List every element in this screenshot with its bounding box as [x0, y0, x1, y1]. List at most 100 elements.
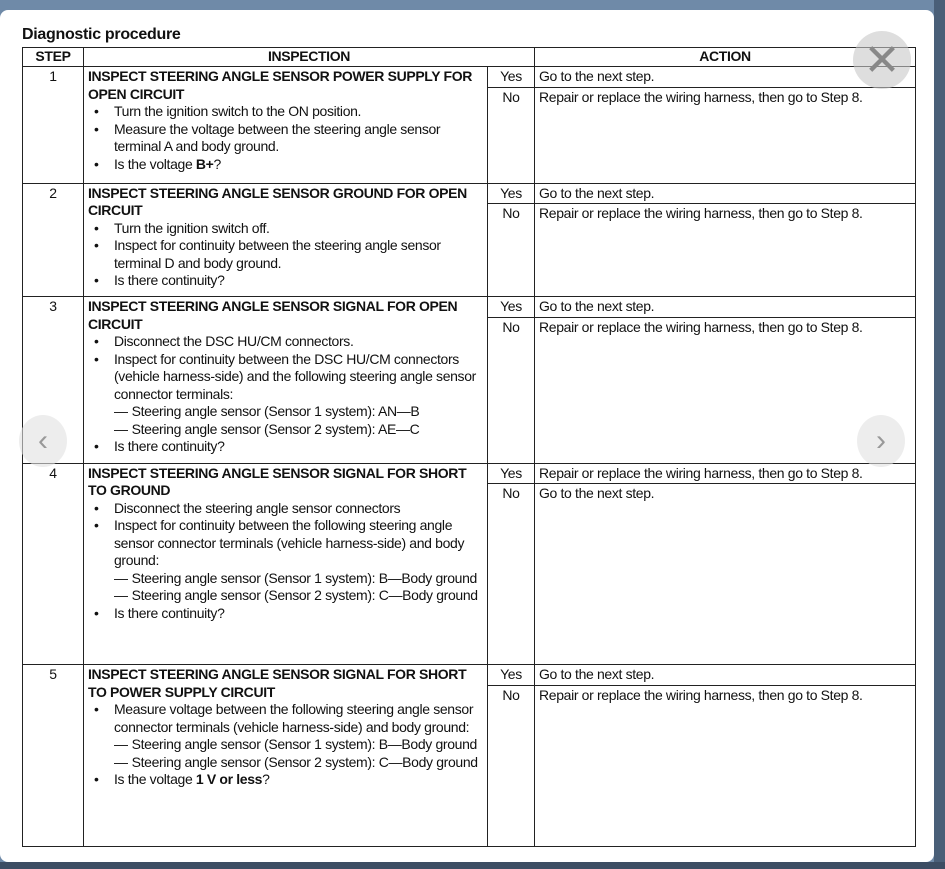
no-label: No	[487, 684, 535, 847]
inspection-title: INSPECT STEERING ANGLE SENSOR SIGNAL FOR…	[88, 666, 467, 700]
sub-item: — Steering angle sensor (Sensor 1 system)…	[114, 736, 483, 754]
item-text: Inspect for continuity between the DSC H…	[114, 350, 476, 402]
item-text: Is there continuity?	[114, 438, 225, 454]
table-row: 2 INSPECT STEERING ANGLE SENSOR GROUND FO…	[22, 182, 916, 297]
dash: —	[114, 736, 128, 752]
inspection-item: Turn the ignition switch to the ON posit…	[94, 103, 483, 121]
inspection-list: Measure voltage between the following st…	[88, 701, 483, 789]
sub-item-text: Steering angle sensor (Sensor 1 system):…	[131, 736, 478, 752]
yes-action: Repair or replace the wiring harness, th…	[534, 462, 916, 484]
table-row: 3 INSPECT STEERING ANGLE SENSOR SIGNAL FO…	[22, 296, 916, 464]
table-row-continued: No Repair or replace the wiring harness, …	[23, 684, 916, 847]
item-text: Disconnect the steering angle sensor con…	[114, 499, 401, 516]
yes-label: Yes	[487, 664, 535, 686]
inspection-cell: INSPECT STEERING ANGLE SENSOR GROUND FOR…	[83, 182, 488, 297]
close-button[interactable]: ✕	[853, 31, 911, 89]
inspection-list: Disconnect the steering angle sensor con…	[88, 500, 483, 623]
table-row-continued: No Repair or replace the wiring harness, …	[23, 86, 916, 184]
item-text: Measure voltage between the following st…	[114, 701, 474, 735]
diagnostic-table: STEP INSPECTION ACTION 1 INSPECT STEERING…	[22, 47, 916, 847]
header-inspection: INSPECTION	[83, 47, 535, 67]
chevron-left-icon: ‹	[38, 424, 48, 457]
item-text: Measure the voltage between the steering…	[114, 120, 441, 155]
yes-label: Yes	[487, 66, 535, 88]
dash: —	[114, 569, 128, 586]
inspection-item: Inspect for continuity between the follo…	[94, 517, 483, 605]
table-row: 4 INSPECT STEERING ANGLE SENSOR SIGNAL FO…	[22, 462, 916, 665]
table-row-continued: No Repair or replace the wiring harness, …	[23, 316, 916, 464]
no-label: No	[487, 86, 535, 184]
no-label: No	[487, 316, 535, 464]
inspection-item: Is there continuity?	[94, 272, 483, 290]
yes-action: Go to the next step.	[534, 296, 916, 318]
scrollbar-track[interactable]	[934, 0, 945, 869]
inspection-item: Measure voltage between the following st…	[94, 701, 483, 771]
item-after: ?	[262, 771, 270, 787]
item-text: Turn the ignition switch to the ON posit…	[114, 103, 362, 119]
inspection-item: Is there continuity?	[94, 438, 483, 456]
inspection-item: Is the voltage B+?	[94, 155, 483, 174]
item-text: Disconnect the DSC HU/CM connectors.	[114, 333, 354, 349]
yes-action: Go to the next step.	[534, 182, 916, 204]
step-number: 5	[22, 664, 84, 847]
no-action: Repair or replace the wiring harness, th…	[534, 684, 916, 847]
inspection-title: INSPECT STEERING ANGLE SENSOR POWER SUPP…	[88, 68, 473, 102]
item-text: Turn the ignition switch off.	[114, 219, 270, 236]
yes-label: Yes	[487, 462, 535, 484]
no-action: Repair or replace the wiring harness, th…	[534, 203, 916, 297]
yes-label: Yes	[487, 296, 535, 318]
sub-item: — Steering angle sensor (Sensor 1 system)…	[114, 403, 483, 421]
yes-label: Yes	[487, 182, 535, 204]
no-action: Repair or replace the wiring harness, th…	[534, 316, 916, 464]
no-action: Go to the next step.	[534, 483, 916, 665]
inspection-item: Inspect for continuity between the DSC H…	[94, 350, 483, 439]
sub-item: — Steering angle sensor (Sensor 1 system)…	[114, 570, 483, 588]
step-number: 1	[22, 66, 84, 184]
item-after: ?	[213, 155, 222, 172]
item-text: Is the voltage	[114, 771, 196, 787]
chevron-right-icon: ›	[876, 424, 886, 457]
sub-item-text: Steering angle sensor (Sensor 1 system):…	[131, 403, 420, 419]
header-step: STEP	[22, 47, 84, 67]
inspection-cell: INSPECT STEERING ANGLE SENSOR SIGNAL FOR…	[83, 462, 488, 665]
dash: —	[114, 753, 128, 770]
inspection-item: Is the voltage 1 V or less?	[94, 771, 483, 789]
sub-item: — Steering angle sensor (Sensor 2 system)…	[114, 421, 483, 439]
header-action: ACTION	[534, 47, 916, 67]
item-text: Is there continuity?	[114, 604, 225, 621]
document-title: Diagnostic procedure	[22, 26, 181, 43]
close-icon: ✕	[863, 35, 901, 85]
item-text: Inspect for continuity between the steer…	[114, 237, 441, 271]
inspection-item: Disconnect the steering angle sensor con…	[94, 499, 483, 518]
inspection-cell: INSPECT STEERING ANGLE SENSOR SIGNAL FOR…	[83, 664, 488, 847]
item-bold: 1 V or less	[195, 771, 263, 787]
dash: —	[114, 587, 128, 603]
no-action: Repair or replace the wiring harness, th…	[534, 86, 916, 184]
sub-item-text: Steering angle sensor (Sensor 1 system):…	[131, 569, 478, 586]
item-text: Inspect for continuity between the follo…	[114, 517, 465, 568]
table-row-continued: No Repair or replace the wiring harness, …	[23, 203, 916, 297]
inspection-cell: INSPECT STEERING ANGLE SENSOR POWER SUPP…	[83, 66, 488, 184]
dash: —	[114, 420, 128, 437]
table-header-row: STEP INSPECTION ACTION	[22, 47, 916, 67]
no-label: No	[487, 203, 535, 297]
inspection-list: Disconnect the DSC HU/CM connectors.Insp…	[88, 333, 483, 456]
item-text: Is there continuity?	[114, 272, 225, 288]
step-number: 2	[22, 182, 84, 297]
inspection-list: Turn the ignition switch off.Inspect for…	[88, 220, 483, 290]
item-bold: B+	[195, 155, 214, 172]
next-button[interactable]: ›	[857, 415, 905, 467]
step-number: 4	[22, 462, 84, 665]
yes-action: Go to the next step.	[534, 664, 916, 686]
table-row: 5 INSPECT STEERING ANGLE SENSOR SIGNAL FO…	[22, 664, 916, 847]
inspection-item: Turn the ignition switch off.	[94, 219, 483, 238]
inspection-cell: INSPECT STEERING ANGLE SENSOR SIGNAL FOR…	[83, 296, 488, 464]
bottom-bar	[0, 862, 945, 869]
inspection-title: INSPECT STEERING ANGLE SENSOR GROUND FOR…	[88, 184, 467, 219]
inspection-item: Disconnect the DSC HU/CM connectors.	[94, 333, 483, 351]
inspection-item: Inspect for continuity between the steer…	[94, 237, 483, 272]
item-text: Is the voltage	[114, 155, 196, 172]
sub-item-text: Steering angle sensor (Sensor 2 system):…	[131, 420, 420, 437]
inspection-title: INSPECT STEERING ANGLE SENSOR SIGNAL FOR…	[88, 298, 458, 332]
previous-button[interactable]: ‹	[19, 415, 67, 467]
